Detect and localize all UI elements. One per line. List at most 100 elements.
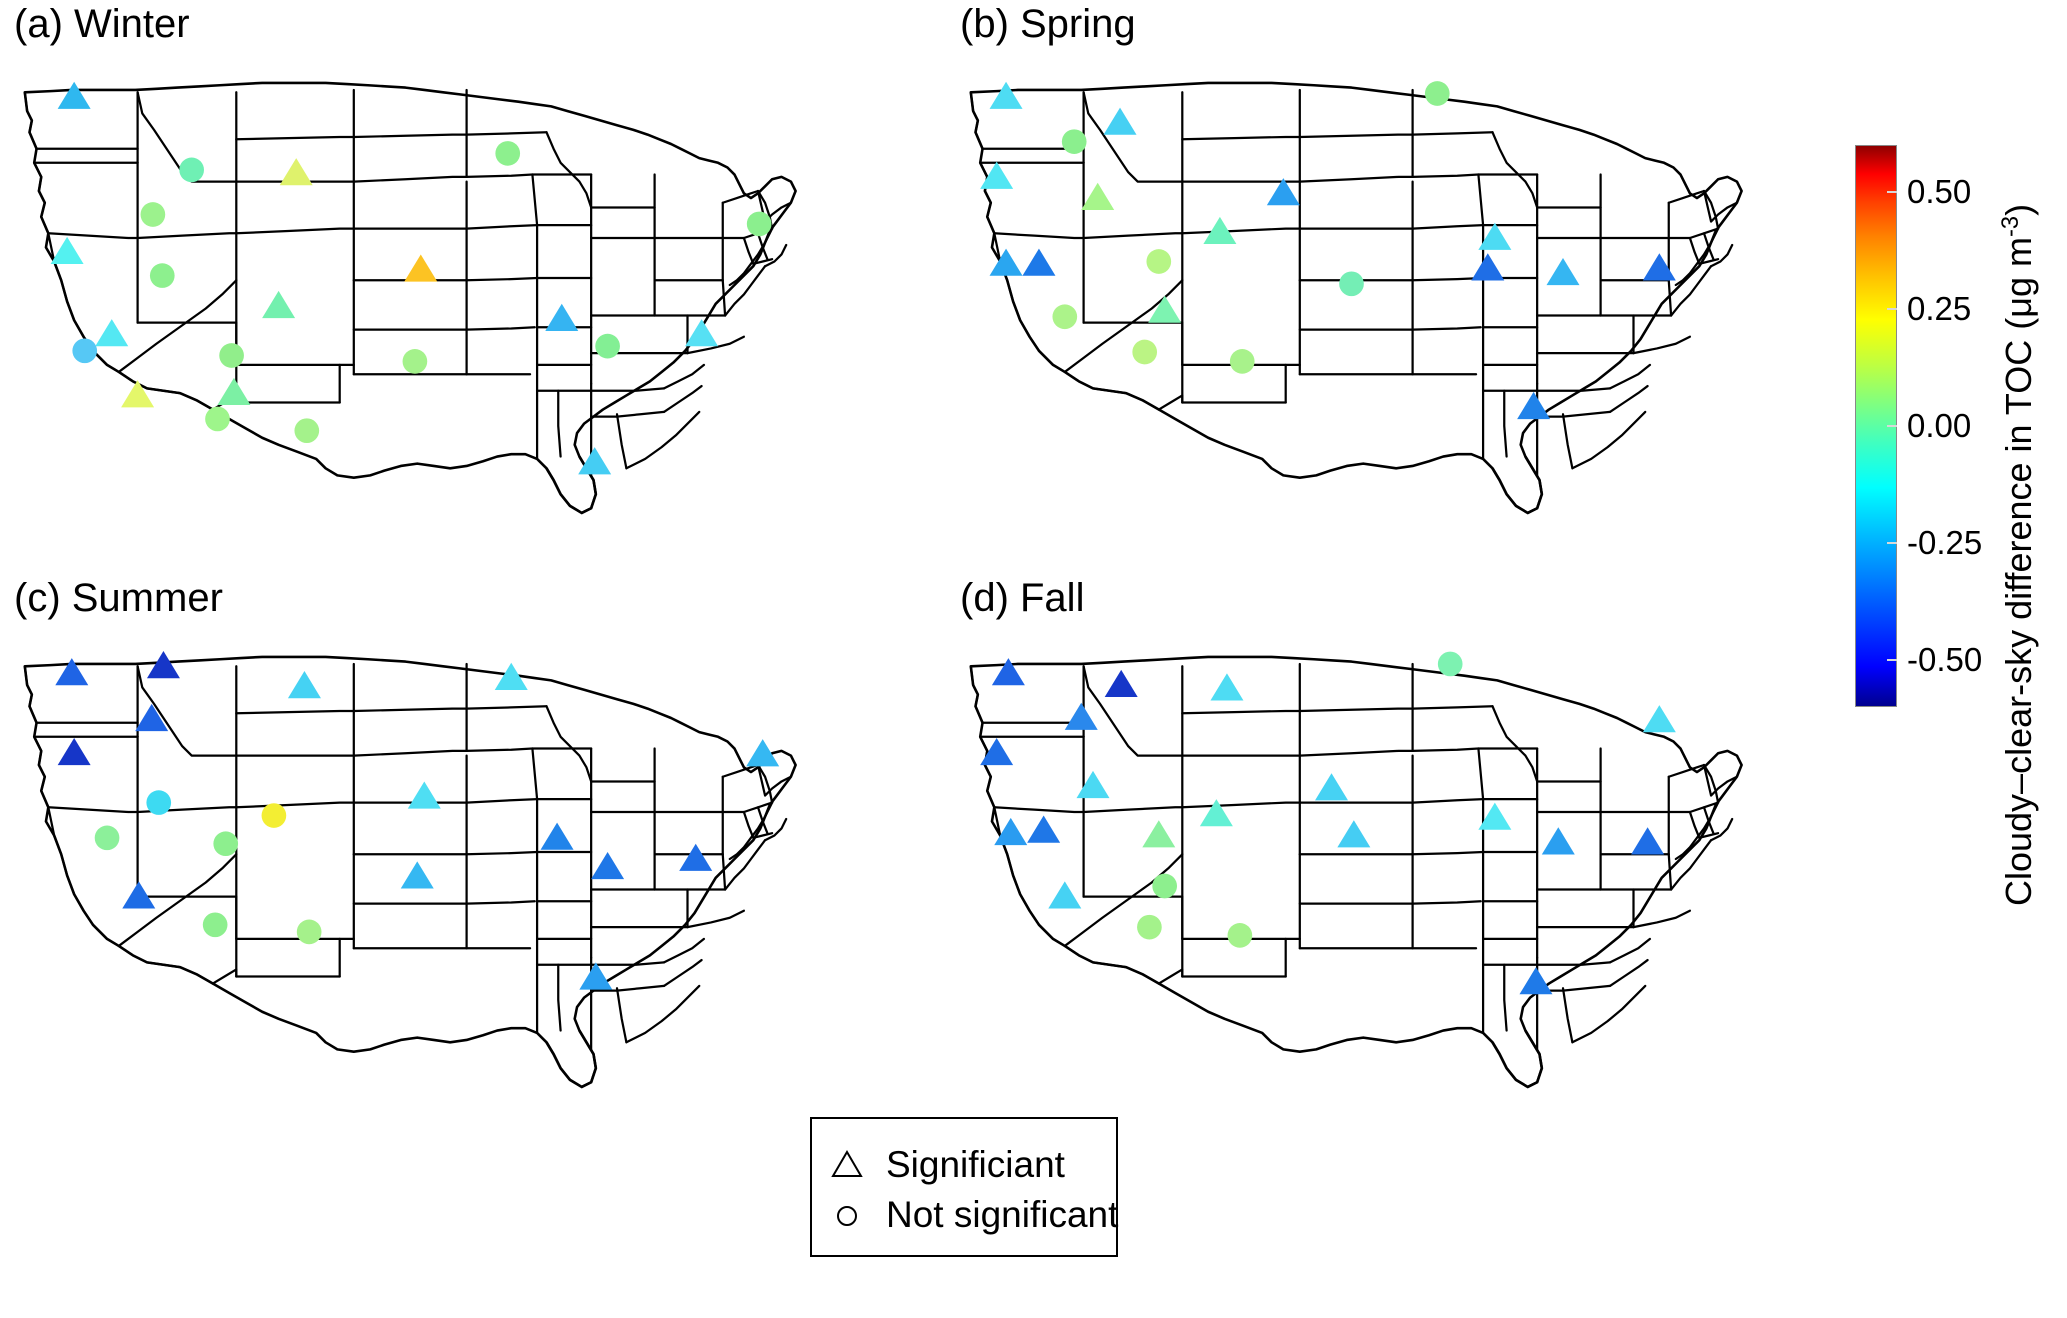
state-boundary [763, 243, 788, 268]
marker-circle-not-significant [1132, 339, 1158, 365]
marker-triangle-significant [57, 737, 91, 766]
panel-fall: (d) Fall [952, 578, 1812, 1098]
marker-triangle-significant [1104, 669, 1138, 698]
legend-label-significant: Significiant [886, 1143, 1065, 1185]
state-boundary [1157, 394, 1184, 411]
data-markers [50, 81, 772, 475]
state-boundary [235, 227, 355, 235]
state-boundary [1702, 189, 1739, 223]
state-boundary [465, 747, 534, 753]
marker-layer-fall [980, 651, 1676, 995]
state-boundary [590, 410, 666, 418]
state-boundary [756, 232, 769, 261]
state-boundary [686, 909, 746, 929]
legend-item-not-significant: Not significant [830, 1191, 1118, 1237]
state-boundary [465, 326, 536, 331]
state-boundary [723, 265, 767, 317]
state-boundary [33, 735, 50, 809]
state-boundary [1667, 189, 1706, 204]
state-boundary [1536, 410, 1612, 418]
marker-triangle-significant [591, 851, 625, 880]
marker-triangle-significant [1541, 827, 1575, 855]
state-boundary [1702, 232, 1715, 261]
marker-triangle-significant [1478, 222, 1512, 250]
state-boundary [23, 665, 38, 724]
marker-circle-not-significant [1152, 873, 1178, 899]
marker-triangle-significant [1048, 881, 1082, 909]
panel-title-spring: (b) Spring [960, 2, 1136, 46]
state-boundary [33, 161, 50, 235]
state-boundary [728, 227, 774, 287]
panel-title-fall: (d) Fall [960, 576, 1085, 620]
map-winter [6, 50, 866, 520]
state-boundary [721, 279, 727, 317]
state-boundary [465, 173, 534, 179]
marker-circle-not-significant [1146, 249, 1172, 274]
circle-open-icon [837, 1206, 857, 1226]
marker-triangle-significant [1199, 799, 1233, 827]
map-spring [952, 50, 1812, 520]
state-boundary [1181, 135, 1301, 141]
state-boundary [531, 173, 539, 227]
marker-triangle-significant [1519, 967, 1553, 995]
state-boundary [1667, 279, 1673, 317]
state-boundary [1298, 707, 1414, 713]
state-boundary [117, 279, 238, 374]
state-boundary [1608, 384, 1649, 414]
state-boundary [465, 797, 539, 804]
colorbar-tickmark [1887, 542, 1897, 545]
marker-triangle-significant [122, 881, 156, 909]
state-boundary [590, 984, 666, 992]
state-boundary [1082, 665, 1184, 757]
marker-triangle-significant [407, 781, 441, 809]
marker-circle-not-significant [402, 349, 428, 374]
state-boundary [1411, 131, 1494, 136]
state-boundary [1709, 243, 1734, 268]
marker-triangle-significant [1642, 705, 1676, 733]
state-boundary [47, 232, 120, 374]
state-boundary [1667, 763, 1706, 778]
state-boundary [1608, 363, 1652, 390]
us-map-outline [969, 655, 1743, 1089]
marker-triangle-significant [540, 822, 574, 850]
marker-triangle-significant [95, 319, 129, 347]
state-boundary [756, 806, 769, 835]
marker-circle-not-significant [72, 338, 98, 364]
legend-item-significant: Significiant [830, 1141, 1065, 1187]
marker-triangle-significant [1266, 178, 1300, 206]
marker-circle-not-significant [1227, 923, 1253, 948]
florida-outline [1491, 1029, 1544, 1089]
panel-winter: (a) Winter [6, 4, 866, 524]
state-boundary [615, 413, 628, 470]
marker-triangle-significant [746, 739, 780, 767]
colorbar-axis-label: Cloudy–clear-sky difference in TOC (μg m… [1997, 203, 2039, 906]
state-boundary [1411, 173, 1480, 179]
marker-triangle-significant [1103, 107, 1137, 135]
state-boundary [721, 189, 760, 204]
marker-triangle-significant [1022, 248, 1056, 276]
marker-triangle-significant [989, 248, 1023, 276]
state-boundary [1157, 968, 1184, 985]
state-boundary [993, 232, 1085, 240]
state-boundary [742, 236, 755, 265]
marker-triangle-significant [994, 817, 1028, 846]
state-boundary [1608, 937, 1652, 964]
state-boundary [756, 763, 793, 797]
marker-circle-not-significant [595, 333, 620, 359]
panel-title-winter: (a) Winter [14, 2, 190, 46]
marker-triangle-significant [1203, 216, 1237, 245]
state-boundary [235, 801, 355, 809]
marker-triangle-significant [494, 662, 528, 690]
marker-circle-not-significant [219, 343, 244, 368]
panel-title-summer: (c) Summer [14, 576, 223, 620]
marker-circle-not-significant [179, 157, 204, 183]
marker-triangle-significant [1142, 820, 1176, 848]
state-boundary [752, 258, 774, 265]
state-boundary [993, 806, 1085, 814]
state-boundary [1503, 963, 1508, 1032]
state-boundary [752, 832, 774, 839]
marker-triangle-significant [146, 651, 180, 679]
marker-circle-not-significant [94, 825, 120, 851]
marker-triangle-significant [55, 658, 89, 686]
state-boundary [465, 131, 548, 136]
